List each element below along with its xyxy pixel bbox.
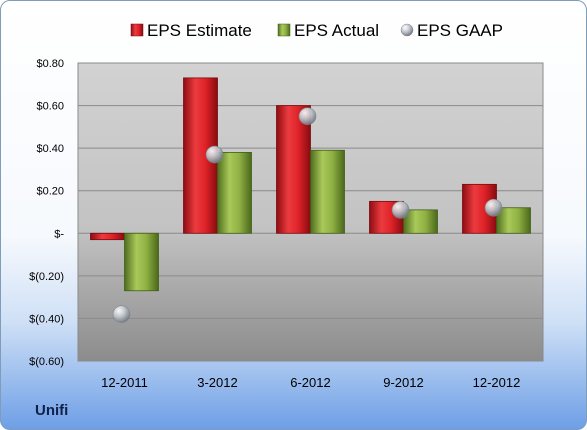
bar-eps-actual-12-2011	[124, 232, 159, 292]
point-eps-gaap-12-2011	[112, 305, 131, 323]
y-tick-label: $-	[54, 228, 64, 240]
point-eps-gaap-9-2012	[391, 201, 410, 219]
x-tick-label: 12-2012	[473, 375, 521, 390]
plot-border	[77, 62, 544, 362]
y-tick-label: $0.60	[36, 101, 64, 113]
legend-item-eps-actual: EPS Actual	[277, 21, 379, 40]
y-tick-label: $(0.60)	[29, 356, 64, 368]
legend-label-eps-actual: EPS Actual	[294, 21, 379, 40]
point-eps-gaap-3-2012	[205, 145, 224, 164]
point-eps-gaap-6-2012	[298, 107, 317, 126]
legend-label-eps-estimate: EPS Estimate	[147, 21, 252, 40]
legend-swatch-eps-estimate	[130, 23, 144, 37]
bar-eps-estimate-12-2011	[90, 232, 125, 241]
legend-item-eps-estimate: EPS Estimate	[130, 21, 252, 40]
bar-eps-actual-3-2012	[217, 151, 252, 234]
legend-label-eps-gaap: EPS GAAP	[417, 21, 503, 40]
x-tick-label: 3-2012	[197, 375, 237, 390]
eps-chart: EPS Estimate EPS Actual EPS GAAP $0.80 $0.6…	[29, 21, 544, 390]
y-tick-label: $0.20	[36, 186, 64, 198]
legend-item-eps-gaap: EPS GAAP	[400, 21, 503, 40]
x-tick-label: 9-2012	[383, 375, 423, 390]
bar-eps-actual-9-2012	[403, 209, 438, 234]
y-tick-label: $0.80	[36, 58, 64, 70]
x-tick-label: 12-2011	[101, 375, 148, 390]
company-label: Unifi	[35, 402, 69, 419]
legend-marker-eps-gaap	[400, 23, 414, 37]
x-tick-label: 6-2012	[290, 375, 330, 390]
y-tick-label: $(0.40)	[29, 313, 64, 325]
point-eps-gaap-12-2012	[484, 198, 503, 217]
y-tick-label: $0.40	[36, 143, 64, 155]
bar-eps-actual-6-2012	[310, 149, 345, 234]
y-tick-label: $(0.20)	[29, 271, 64, 283]
bar-eps-actual-12-2012	[496, 207, 531, 234]
legend-swatch-eps-actual	[277, 23, 291, 37]
